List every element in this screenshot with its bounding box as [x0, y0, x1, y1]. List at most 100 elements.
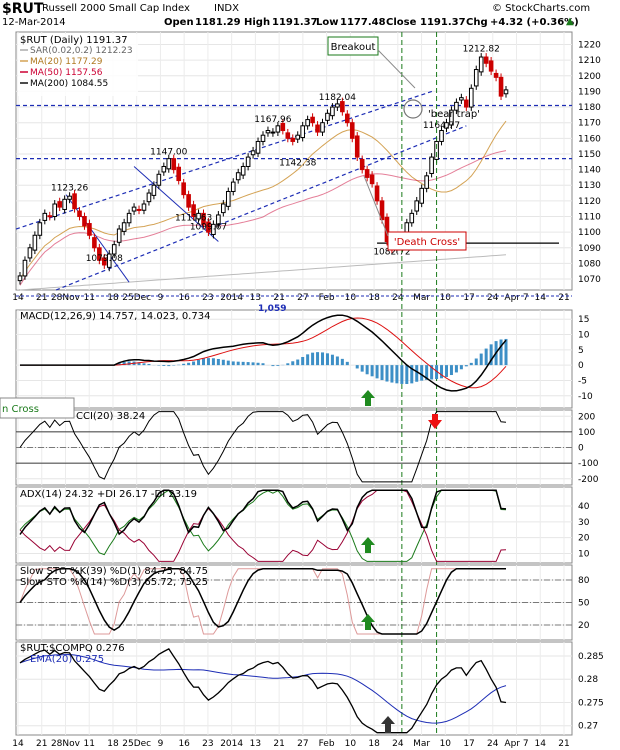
- x-tick-label-19: 17: [463, 739, 474, 749]
- y-tick-label-0-11: 1180: [578, 103, 601, 113]
- candle-body-19: [111, 244, 117, 255]
- y-tick-label-0-7: 1140: [578, 166, 601, 176]
- candle-body-45: [240, 165, 246, 176]
- candle-body-7: [52, 203, 58, 218]
- x-tick-label-20: 24: [487, 739, 499, 749]
- macd-hist-79: [410, 365, 414, 384]
- candle-body-25: [141, 203, 147, 211]
- candle-body-69: [359, 158, 365, 171]
- candle-body-0: [17, 275, 23, 282]
- candle-body-12: [77, 210, 82, 218]
- candle-body-52: [275, 125, 281, 133]
- macd-hist-46: [246, 362, 250, 366]
- candle-body-57: [300, 125, 305, 139]
- y-tick-label-0-5: 1120: [578, 197, 601, 207]
- candle-body-94: [483, 56, 489, 64]
- candle-body-29: [161, 165, 167, 173]
- breakout-pointer: [377, 49, 416, 89]
- top-x-tick-label-21: Apr 7: [504, 293, 528, 303]
- macd-hist-22: [127, 361, 131, 366]
- candle-body-66: [345, 113, 350, 124]
- candle-body-48: [255, 140, 261, 154]
- candle-body-9: [62, 198, 67, 210]
- candle-body-40: [216, 214, 221, 225]
- price-label-8: 1082.72: [373, 248, 410, 258]
- y-tick-label-0-12: 1190: [578, 87, 601, 97]
- candle-body-73: [379, 200, 385, 221]
- macd-title: MACD(12,26,9) 14.757, 14.023, 0.734: [20, 311, 210, 322]
- bear-trap-label: 'bear trap': [428, 109, 480, 120]
- x-tick-label-15: 18: [368, 739, 380, 749]
- macd-hist-58: [306, 354, 310, 366]
- macd-hist-57: [301, 356, 305, 366]
- top-x-tick-label-23: 21: [558, 293, 569, 303]
- y-tick-label-3-0: 10: [578, 550, 590, 560]
- macd-hist-47: [251, 362, 255, 366]
- macd-hist-42: [226, 360, 230, 366]
- top-x-tick-label-15: 18: [368, 293, 380, 303]
- top-x-tick-label-16: 24: [392, 293, 404, 303]
- macd-hist-54: [286, 363, 290, 366]
- top-x-tick-label-11: 21: [273, 293, 284, 303]
- candle-body-63: [330, 106, 335, 117]
- macd-hist-34: [187, 362, 191, 366]
- y-tick-label-3-1: 20: [578, 534, 590, 544]
- macd-hist-91: [469, 362, 473, 366]
- cci-title: CCI(20) 38.24: [76, 411, 145, 422]
- adx-line: [19, 489, 507, 536]
- high-label: High: [244, 17, 271, 28]
- candle-body-44: [235, 172, 241, 181]
- macd-hist-48: [256, 362, 260, 366]
- candle-body-28: [156, 173, 162, 186]
- macd-hist-73: [380, 365, 384, 381]
- top-x-tick-label-2: 28Nov: [51, 293, 81, 303]
- candle-body-49: [260, 134, 266, 142]
- macd-hist-55: [291, 361, 295, 366]
- open-label: Open: [164, 17, 194, 28]
- black-up-arrow-icon: [381, 716, 395, 733]
- candle-body-1: [22, 259, 28, 277]
- breakout-box: [327, 36, 379, 56]
- x-tick-label-17: Mar: [413, 739, 430, 749]
- candle-body-35: [191, 204, 196, 218]
- exchange-label: INDX: [214, 3, 239, 14]
- candle-body-31: [171, 158, 177, 171]
- panel-frame-5: [15, 641, 573, 736]
- x-tick-label-5: 25Dec: [122, 739, 151, 749]
- open-value: 1181.29: [195, 17, 241, 28]
- macd-hist-88: [454, 365, 458, 373]
- y-tick-label-0-8: 1150: [578, 150, 601, 160]
- ratio-ema-label: EMA(20) 0.275: [30, 654, 104, 665]
- channel-lower-line: [55, 125, 467, 291]
- candle-body-83: [429, 156, 434, 175]
- brand-label: © StockCharts.com: [492, 3, 591, 14]
- candle-body-37: [201, 212, 206, 225]
- candle-body-39: [211, 223, 216, 235]
- macd-hist-61: [321, 352, 325, 366]
- death-cross-pointer: [363, 175, 389, 237]
- y-tick-label-5-2: 0.28: [578, 675, 598, 685]
- macd-hist-74: [385, 365, 389, 382]
- close-label: Close: [386, 17, 417, 28]
- golden-cross-box: [0, 397, 75, 419]
- green-up-arrow-icon-0: [361, 390, 375, 406]
- macd-hist-75: [390, 365, 394, 383]
- candle-body-4: [37, 222, 43, 236]
- y-tick-label-0-14: 1210: [578, 56, 601, 66]
- candle-body-2: [27, 247, 33, 259]
- candle-body-3: [32, 234, 38, 251]
- macd-hist-35: [192, 361, 196, 366]
- candle-body-6: [47, 215, 53, 218]
- macd-hist-82: [425, 365, 429, 380]
- macd-hist-69: [360, 365, 364, 372]
- top-x-tick-label-13: Feb: [319, 293, 335, 303]
- top-x-tick-label-4: 18: [107, 293, 119, 303]
- candle-body-72: [374, 185, 380, 202]
- candle-body-97: [498, 76, 504, 97]
- candle-body-80: [414, 200, 420, 212]
- candle-body-18: [106, 253, 112, 268]
- y-tick-label-0-6: 1130: [578, 181, 601, 191]
- candle-body-65: [340, 101, 345, 113]
- candle-body-13: [82, 216, 87, 227]
- x-tick-label-18: 10: [440, 739, 452, 749]
